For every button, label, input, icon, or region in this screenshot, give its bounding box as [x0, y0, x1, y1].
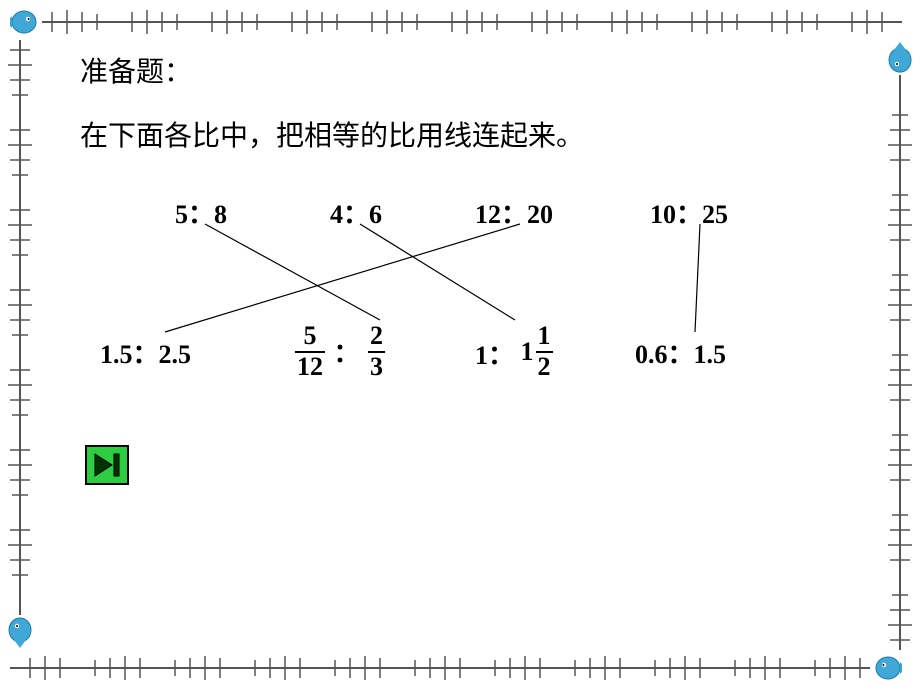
fishbone-top — [42, 8, 902, 36]
ratio-top-4: 10：25 — [650, 194, 728, 231]
content-area: 准备题： 在下面各比中，把相等的比用线连起来。 5：8 4：6 12：20 10… — [80, 50, 840, 454]
fish-head-icon — [10, 8, 42, 36]
ratio-top-2: 4：6 — [330, 194, 382, 231]
colon-text: ： — [334, 333, 360, 370]
ratio-top-3: 12：20 — [475, 194, 553, 231]
ratio-bottom-3: 1： 1 1 2 — [475, 322, 553, 381]
ratio-bottom-4: 0.6：1.5 — [635, 334, 726, 371]
ratio-left-text: 1： — [475, 341, 514, 370]
fishbone-left — [6, 40, 34, 650]
instruction-text: 在下面各比中，把相等的比用线连起来。 — [80, 114, 840, 154]
fishbone-bottom — [10, 654, 870, 682]
fishbone-right — [886, 40, 914, 650]
play-button[interactable] — [85, 445, 129, 485]
fish-head-icon — [870, 654, 902, 682]
connection-lines — [80, 194, 840, 454]
border-left — [6, 40, 34, 650]
ratios-area: 5：8 4：6 12：20 10：25 1.5：2.5 5 12 ： 2 3 1… — [80, 194, 840, 454]
border-top — [10, 8, 902, 36]
play-icon — [92, 452, 122, 478]
border-bottom — [10, 654, 902, 682]
mixed-number: 1 1 2 — [521, 322, 553, 381]
ratio-bottom-1: 1.5：2.5 — [100, 334, 191, 371]
page-title: 准备题： — [80, 50, 840, 90]
border-right — [886, 40, 914, 650]
fraction-2-3: 2 3 — [368, 322, 385, 381]
ratio-bottom-2: 5 12 ： 2 3 — [295, 322, 385, 381]
ratio-top-1: 5：8 — [175, 194, 227, 231]
fraction-5-12: 5 12 — [295, 322, 325, 381]
fraction-1-2: 1 2 — [536, 322, 553, 381]
